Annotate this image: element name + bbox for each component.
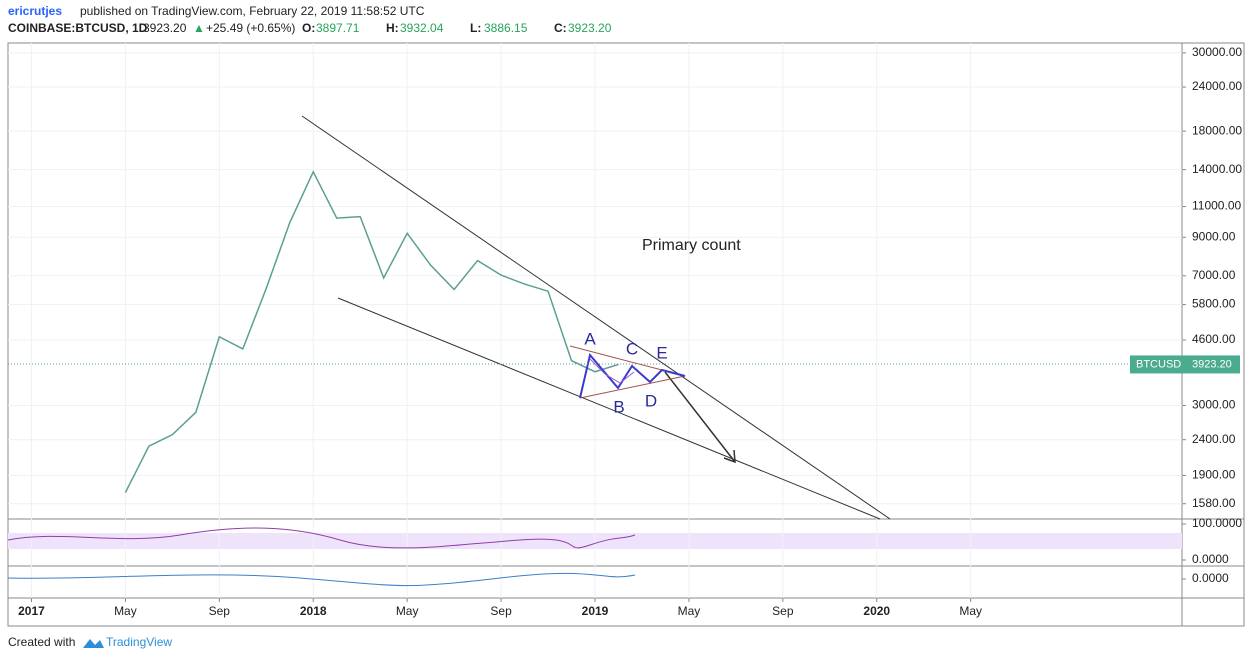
y-tick-label: 5800.00 [1192,297,1236,311]
x-tick-label: Sep [490,604,512,618]
x-tick-label: Sep [209,604,231,618]
macd-tick-label: 0.0000 [1192,571,1229,585]
price-tag [1130,355,1240,374]
y-tick-label: 11000.00 [1192,199,1241,213]
x-tick-label: May [678,604,701,618]
ohlc-label: C: [554,21,567,35]
x-tick-label: 2018 [300,604,327,618]
arrow-up: ▲ [193,21,205,35]
y-tick-label: 9000.00 [1192,229,1236,243]
x-tick-label: May [114,604,137,618]
author: ericrutjes [8,4,62,18]
trend-line [337,297,881,520]
rsi-tick-label: 0.0000 [1192,552,1229,566]
y-tick-label: 4600.00 [1192,332,1236,346]
annotation: E [656,343,667,362]
y-tick-label: 30000.00 [1192,45,1242,59]
y-tick-label: 18000.00 [1192,123,1242,137]
change: +25.49 (+0.65%) [206,21,295,35]
ohlc-value: 3923.20 [568,21,612,35]
ohlc-label: O: [302,21,315,35]
ohlc-value: 3932.04 [400,21,444,35]
arrow [664,371,736,463]
x-tick-label: 2020 [863,604,890,618]
arrow-head [723,449,736,464]
x-tick-label: May [396,604,419,618]
x-tick-label: Sep [772,604,794,618]
x-tick-label: 2019 [582,604,609,618]
annotation: Primary count [642,237,741,254]
drawings [7,115,1182,587]
frame [7,42,1245,627]
y-tick-label: 14000.00 [1192,162,1242,176]
ohlc-value: 3886.15 [484,21,528,35]
ohlc-label: H: [386,21,399,35]
price-tag-name: BTCUSD [1136,358,1181,370]
y-tick-label: 3000.00 [1192,398,1236,412]
y-tick-label: 24000.00 [1192,79,1242,93]
footer-text: Created with [8,635,75,649]
annotation: C [626,339,638,358]
last: 3923.20 [143,21,187,35]
ohlc-value: 3897.71 [316,21,360,35]
rsi-line [7,527,636,549]
price-line-series [124,170,619,493]
macd-line [7,572,636,587]
annotation: B [613,397,624,416]
y-tick-label: 1580.00 [1192,496,1236,510]
footer-brand: TradingView [106,635,172,649]
annotation: D [645,391,657,410]
published: published on TradingView.com, February 2… [80,4,425,18]
y-tick-label: 7000.00 [1192,268,1236,282]
price-tag-label: 3923.20 [1192,358,1232,370]
x-tick-label: 2017 [18,604,45,618]
y-tick-label: 2400.00 [1192,432,1236,446]
annotation: A [584,329,596,348]
sub-wave [589,358,635,384]
x-tick-label: May [959,604,982,618]
logo [83,639,104,648]
y-tick-label: 1900.00 [1192,468,1236,482]
symbol: COINBASE:BTCUSD, 1D [8,21,148,35]
rsi-tick-label: 100.0000 [1192,516,1242,530]
trend-line [301,115,891,520]
ohlc-label: L: [470,21,481,35]
wave [579,352,686,399]
